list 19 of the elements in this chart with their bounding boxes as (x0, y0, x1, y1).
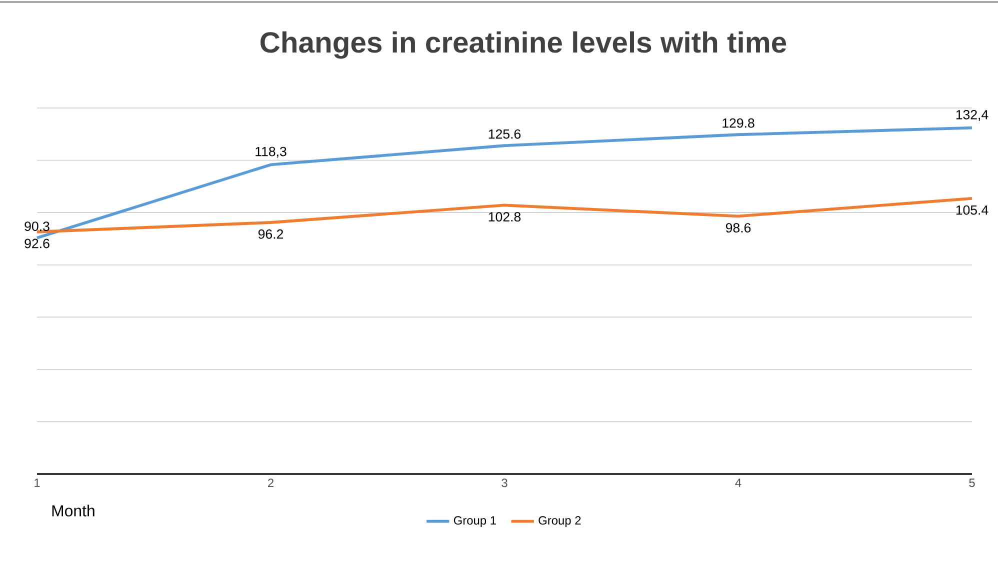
data-label: 98.6 (726, 223, 751, 233)
x-tick-label: 2 (268, 478, 274, 488)
data-label: 132,4 (956, 110, 988, 121)
x-tick-label: 4 (735, 478, 742, 487)
x-axis-title: Month (52, 504, 94, 516)
x-tick-label: 1 (34, 478, 40, 487)
data-label: 92.6 (24, 238, 50, 248)
chart-title: Changes in creatinine levels with time (260, 31, 786, 59)
data-label: 118,3 (256, 146, 286, 158)
data-label: 105.4 (956, 205, 988, 215)
data-label: 102.8 (488, 212, 521, 222)
legend-label: Group 1 (454, 516, 496, 528)
data-label: 90.3 (24, 222, 50, 232)
x-tick-label: 5 (969, 478, 975, 488)
data-label: 129.8 (722, 118, 754, 128)
legend-label: Group 2 (538, 516, 581, 528)
data-label: 96.2 (258, 229, 284, 239)
x-tick-label: 3 (502, 478, 508, 488)
data-label: 125.6 (488, 129, 521, 139)
